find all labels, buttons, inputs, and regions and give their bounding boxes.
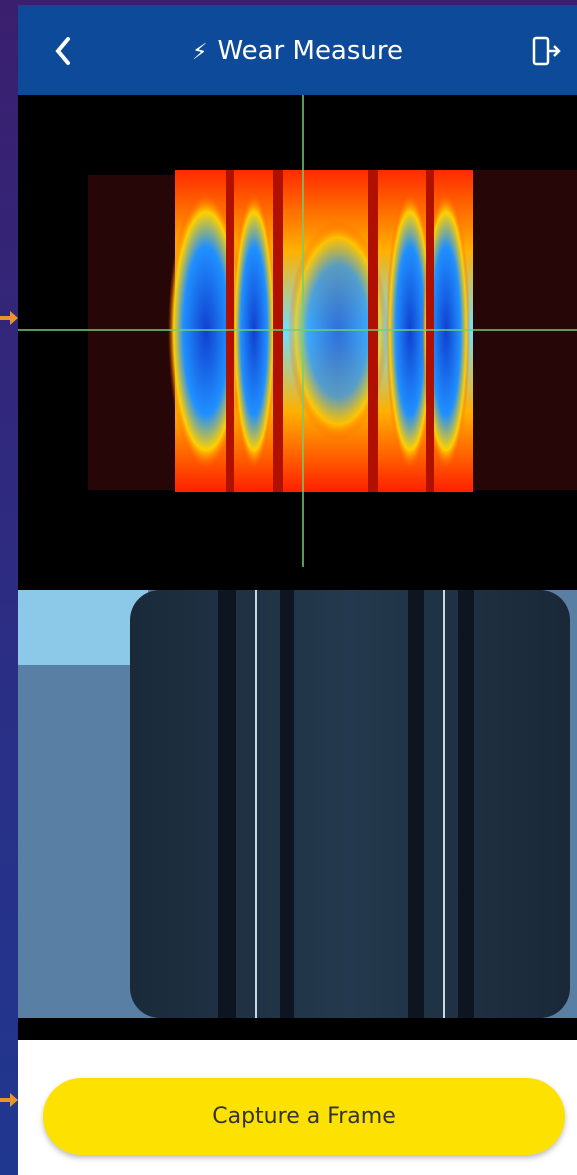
camera-views	[18, 95, 577, 1040]
capture-button[interactable]: Capture a Frame	[43, 1078, 565, 1155]
annotation-arrows	[0, 311, 18, 1107]
tire-image	[130, 590, 570, 1018]
exit-button[interactable]	[531, 35, 561, 67]
title-text: Wear Measure	[217, 36, 404, 66]
bottom-panel: Capture a Frame	[18, 1040, 577, 1175]
app-header: ⚡ Wear Measure	[18, 5, 577, 95]
back-button[interactable]	[52, 35, 76, 67]
header-title: ⚡ Wear Measure	[18, 5, 577, 95]
plug-icon: ⚡	[191, 40, 208, 65]
